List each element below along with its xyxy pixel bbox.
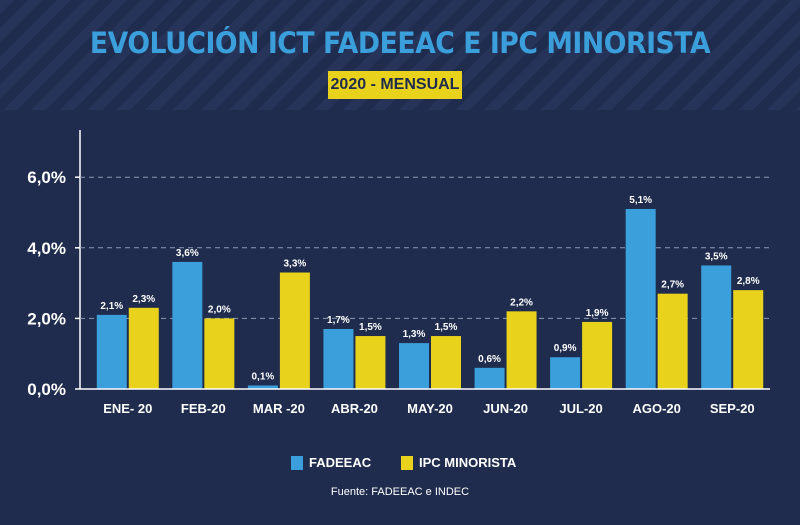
y-tick-label: 0,0% (27, 380, 66, 399)
data-label: 2,3% (132, 294, 155, 305)
bar-ipc-minorista (582, 321, 613, 389)
data-label: 2,7% (661, 280, 684, 291)
bar-ipc-minorista (431, 336, 461, 389)
data-label: 3,3% (283, 259, 306, 270)
x-tick-label: JUN-20 (483, 401, 528, 416)
bar-fadeeac (550, 357, 581, 389)
x-tick-label: JUL-20 (559, 401, 602, 416)
bar-fadeeac (96, 314, 127, 389)
bar-fadeeac (474, 367, 505, 389)
x-tick-label: MAR -20 (253, 401, 305, 416)
data-label: 1,5% (435, 322, 458, 333)
bar-fadeeac (323, 328, 354, 389)
data-label: 1,9% (586, 308, 609, 319)
bar-ipc-minorista (128, 307, 159, 389)
bar-fadeeac (247, 385, 278, 389)
y-tick-label: 4,0% (27, 239, 66, 258)
source-note: Fuente: FADEEAC e INDEC (330, 486, 470, 498)
bar-ipc-minorista (355, 336, 386, 389)
bar-fadeeac (399, 343, 429, 389)
chart-legend: FADEEAC IPC MINORISTA (0, 454, 800, 474)
bar-ipc-minorista (279, 272, 310, 389)
bar-fadeeac (172, 261, 203, 389)
x-tick-label: SEP-20 (710, 401, 755, 416)
data-label: 2,1% (100, 301, 123, 312)
x-tick-label: AGO-20 (632, 401, 680, 416)
data-label: 3,5% (705, 251, 728, 262)
data-label: 3,6% (176, 248, 199, 259)
legend-swatch-ipc-minorista (401, 456, 413, 470)
data-label: 2,8% (737, 276, 760, 287)
data-label: 2,2% (510, 297, 533, 308)
data-label: 1,7% (327, 315, 350, 326)
legend-label-ipc-minorista: IPC MINORISTA (419, 455, 517, 470)
x-tick-label: FEB-20 (181, 401, 226, 416)
data-label: 5,1% (629, 195, 652, 206)
data-label: 0,6% (478, 354, 501, 365)
chart-title: EVOLUCIÓN ICT FADEEAC E IPC MINORISTA (89, 26, 711, 60)
chart-subtitle: 2020 - MENSUAL (328, 71, 462, 99)
x-tick-label: MAY-20 (407, 401, 453, 416)
x-tick-label: ENE- 20 (103, 401, 152, 416)
data-label: 0,9% (554, 343, 577, 354)
bar-fadeeac (625, 208, 656, 389)
bar-ipc-minorista (506, 311, 537, 389)
bar-fadeeac (701, 265, 732, 389)
bar-ipc-minorista (733, 290, 764, 389)
data-label: 0,1% (251, 371, 274, 382)
legend-label-fadeeac: FADEEAC (309, 455, 372, 470)
data-label: 1,3% (403, 329, 426, 340)
y-tick-label: 2,0% (27, 309, 66, 328)
bar-ipc-minorista (204, 318, 235, 389)
legend-swatch-fadeeac (291, 456, 303, 470)
data-label: 2,0% (208, 304, 231, 315)
y-tick-label: 6,0% (27, 168, 66, 187)
data-label: 1,5% (359, 322, 382, 333)
bar-ipc-minorista (657, 293, 688, 389)
x-tick-label: ABR-20 (331, 401, 378, 416)
